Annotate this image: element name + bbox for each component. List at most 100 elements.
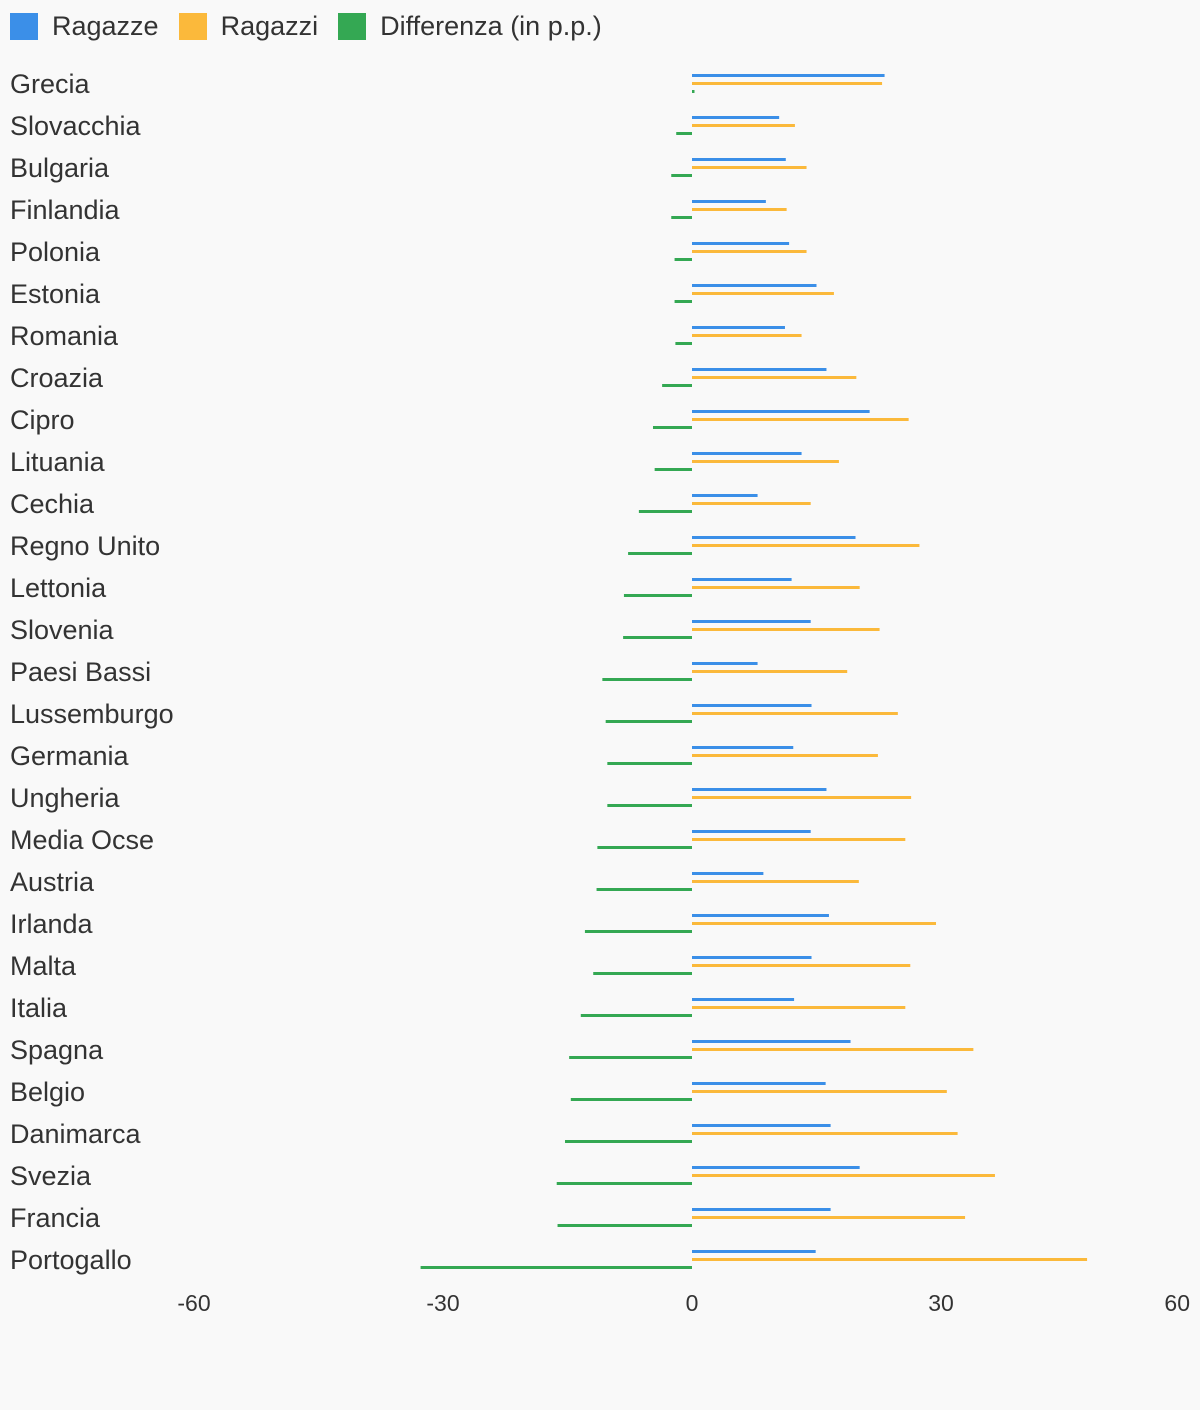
category-label-italia: Italia (10, 993, 68, 1023)
bar-ragazzi-irlanda[interactable] (692, 922, 937, 925)
bar-differenza-in-p-p-estonia[interactable] (674, 300, 692, 303)
bar-differenza-in-p-p-italia[interactable] (580, 1014, 692, 1017)
bar-ragazze-svezia[interactable] (692, 1166, 860, 1169)
bar-differenza-in-p-p-croazia[interactable] (662, 384, 692, 387)
legend-item-ragazzi[interactable]: Ragazzi (178, 11, 318, 42)
bar-ragazzi-croazia[interactable] (692, 376, 857, 379)
bar-ragazze-croazia[interactable] (692, 368, 827, 371)
bar-ragazze-lettonia[interactable] (692, 578, 792, 581)
bar-differenza-in-p-p-cipro[interactable] (652, 426, 692, 429)
legend-item-differenza[interactable]: Differenza (in p.p.) (338, 11, 602, 42)
bar-ragazze-germania[interactable] (692, 746, 794, 749)
bar-differenza-in-p-p-spagna[interactable] (569, 1056, 692, 1059)
bar-differenza-in-p-p-romania[interactable] (675, 342, 692, 345)
bar-differenza-in-p-p-svezia[interactable] (556, 1182, 692, 1185)
bar-ragazzi-regno-unito[interactable] (692, 544, 920, 547)
bar-differenza-in-p-p-lettonia[interactable] (623, 594, 692, 597)
bar-ragazzi-italia[interactable] (692, 1006, 906, 1009)
legend-item-ragazze[interactable]: Ragazze (10, 11, 159, 42)
category-label-cipro: Cipro (10, 405, 75, 435)
bar-differenza-in-p-p-paesi-bassi[interactable] (602, 678, 692, 681)
bar-ragazzi-polonia[interactable] (692, 250, 807, 253)
bar-differenza-in-p-p-lussemburgo[interactable] (605, 720, 692, 723)
bar-ragazze-polonia[interactable] (692, 242, 790, 245)
bar-differenza-in-p-p-ungheria[interactable] (607, 804, 692, 807)
bar-differenza-in-p-p-cechia[interactable] (638, 510, 692, 513)
bar-ragazzi-austria[interactable] (692, 880, 859, 883)
bar-ragazze-austria[interactable] (692, 872, 764, 875)
bar-ragazzi-slovenia[interactable] (692, 628, 880, 631)
bar-ragazzi-svezia[interactable] (692, 1174, 995, 1177)
bar-ragazzi-belgio[interactable] (692, 1090, 947, 1093)
bar-ragazze-finlandia[interactable] (692, 200, 766, 203)
bar-ragazze-spagna[interactable] (692, 1040, 851, 1043)
bar-ragazze-belgio[interactable] (692, 1082, 826, 1085)
bar-ragazzi-portogallo[interactable] (692, 1258, 1088, 1261)
category-label-irlanda: Irlanda (10, 909, 94, 939)
bar-ragazze-estonia[interactable] (692, 284, 817, 287)
bar-ragazze-francia[interactable] (692, 1208, 831, 1211)
bar-ragazzi-lituania[interactable] (692, 460, 839, 463)
bar-ragazzi-lussemburgo[interactable] (692, 712, 898, 715)
bar-ragazzi-danimarca[interactable] (692, 1132, 958, 1135)
bar-ragazzi-estonia[interactable] (692, 292, 834, 295)
bar-ragazze-portogallo[interactable] (692, 1250, 816, 1253)
bar-ragazze-cipro[interactable] (692, 410, 870, 413)
bar-differenza-in-p-p-belgio[interactable] (570, 1098, 692, 1101)
bar-differenza-in-p-p-media-ocse[interactable] (597, 846, 692, 849)
bar-differenza-in-p-p-polonia[interactable] (674, 258, 692, 261)
bar-ragazzi-grecia[interactable] (692, 82, 883, 85)
bar-ragazzi-lettonia[interactable] (692, 586, 860, 589)
bar-ragazzi-francia[interactable] (692, 1216, 966, 1219)
bar-ragazze-grecia[interactable] (692, 74, 885, 77)
bar-ragazze-paesi-bassi[interactable] (692, 662, 758, 665)
bar-ragazzi-bulgaria[interactable] (692, 166, 807, 169)
legend-label-differenza: Differenza (in p.p.) (380, 10, 602, 41)
bar-ragazze-media-ocse[interactable] (692, 830, 811, 833)
category-label-lettonia: Lettonia (10, 573, 107, 603)
category-label-bulgaria: Bulgaria (10, 153, 110, 183)
bar-ragazzi-finlandia[interactable] (692, 208, 787, 211)
bar-differenza-in-p-p-germania[interactable] (607, 762, 692, 765)
bar-differenza-in-p-p-lituania[interactable] (654, 468, 692, 471)
bar-differenza-in-p-p-danimarca[interactable] (565, 1140, 692, 1143)
bar-ragazzi-paesi-bassi[interactable] (692, 670, 848, 673)
bar-ragazze-slovenia[interactable] (692, 620, 811, 623)
bar-ragazzi-media-ocse[interactable] (692, 838, 906, 841)
bar-ragazze-regno-unito[interactable] (692, 536, 856, 539)
bar-ragazze-ungheria[interactable] (692, 788, 827, 791)
bar-ragazzi-cipro[interactable] (692, 418, 909, 421)
bar-ragazze-irlanda[interactable] (692, 914, 829, 917)
bar-ragazze-italia[interactable] (692, 998, 795, 1001)
bar-ragazzi-germania[interactable] (692, 754, 878, 757)
bar-differenza-in-p-p-slovenia[interactable] (623, 636, 692, 639)
category-label-germania: Germania (10, 741, 130, 771)
bar-differenza-in-p-p-portogallo[interactable] (420, 1266, 692, 1269)
bar-ragazzi-cechia[interactable] (692, 502, 811, 505)
bar-ragazze-slovacchia[interactable] (692, 116, 780, 119)
bar-ragazzi-slovacchia[interactable] (692, 124, 795, 127)
bar-ragazzi-malta[interactable] (692, 964, 911, 967)
bar-ragazze-bulgaria[interactable] (692, 158, 786, 161)
x-tick-label: -60 (177, 1290, 210, 1316)
bar-ragazze-danimarca[interactable] (692, 1124, 831, 1127)
bar-ragazze-malta[interactable] (692, 956, 812, 959)
bar-differenza-in-p-p-slovacchia[interactable] (676, 132, 692, 135)
category-label-malta: Malta (10, 951, 77, 981)
bar-differenza-in-p-p-bulgaria[interactable] (671, 174, 692, 177)
bar-differenza-in-p-p-finlandia[interactable] (671, 216, 692, 219)
bar-differenza-in-p-p-austria[interactable] (596, 888, 692, 891)
bar-ragazze-romania[interactable] (692, 326, 785, 329)
bar-ragazze-cechia[interactable] (692, 494, 758, 497)
bar-differenza-in-p-p-regno-unito[interactable] (628, 552, 692, 555)
bar-differenza-in-p-p-grecia[interactable] (692, 90, 695, 93)
bar-ragazze-lituania[interactable] (692, 452, 802, 455)
bar-differenza-in-p-p-malta[interactable] (593, 972, 692, 975)
bar-differenza-in-p-p-irlanda[interactable] (584, 930, 692, 933)
bar-ragazzi-spagna[interactable] (692, 1048, 974, 1051)
bar-differenza-in-p-p-francia[interactable] (557, 1224, 692, 1227)
bar-ragazze-lussemburgo[interactable] (692, 704, 812, 707)
bar-ragazzi-ungheria[interactable] (692, 796, 912, 799)
bar-ragazzi-romania[interactable] (692, 334, 802, 337)
